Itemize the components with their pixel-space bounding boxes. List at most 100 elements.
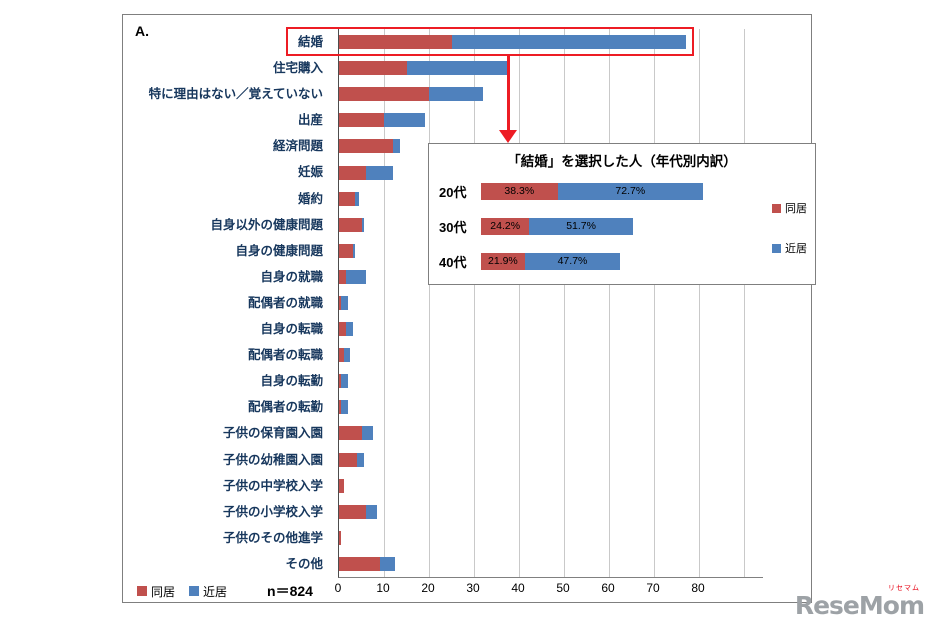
inset-bar-segment-同居: 21.9% [481,253,525,270]
bar-segment-同居 [339,139,393,154]
bar-segment-同居 [339,478,344,493]
gridline [519,29,520,577]
gridline [564,29,565,577]
inset-bar-segment-近居: 72.7% [557,183,703,200]
category-label: 配偶者の転勤 [247,400,323,415]
bar-segment-同居 [339,87,429,102]
inset-bar-segment-近居: 51.7% [529,218,633,235]
bar-segment-同居 [339,452,357,467]
bar-segment-近居 [352,243,355,258]
x-tick-label: 10 [376,581,390,595]
stacked-bar [339,556,396,571]
x-axis: 0 10 20 30 40 50 60 70 80 [335,579,778,595]
bar-segment-近居 [393,139,400,154]
stacked-bar [339,113,425,128]
bar-segment-同居 [339,530,342,545]
category-label: 自身の就職 [260,269,323,284]
plot-area [338,29,763,578]
inset-bar-segment-近居: 47.7% [524,253,621,270]
inset-row: 30代 24.2% 51.7% [439,209,749,244]
stacked-bar [339,478,344,493]
bar-segment-近居 [361,217,364,232]
stacked-bar [339,87,483,102]
bar-segment-近居 [379,556,396,571]
inset-legend: 同居 近居 [772,200,807,256]
x-tick-label: 40 [511,581,525,595]
inset-row: 20代 38.3% 72.7% [439,174,749,209]
stacked-bar [339,296,348,310]
category-label: 特に理由はない／覚えていない [148,87,323,102]
inset-category-label: 30代 [439,220,467,235]
legend-item-kinkyo: 近居 [189,583,227,600]
category-label: その他 [285,556,323,571]
arrow-down-icon [499,130,517,143]
stacked-bar [339,139,400,154]
bar-segment-近居 [357,452,364,467]
resemom-logo-text: ReseMom [794,591,925,620]
arrow-line [507,54,510,131]
bar-segment-近居 [341,400,348,415]
bar-segment-近居 [366,504,378,519]
category-label: 子供の保育園入園 [222,426,323,441]
inset-bar-segment-同居: 24.2% [481,218,530,235]
inset-legend-label-kinkyo: 近居 [785,243,807,255]
bar-segment-同居 [339,504,366,519]
category-label: 子供の小学校入学 [222,504,323,519]
category-label: 妊娠 [297,165,323,180]
stacked-bar [339,530,342,545]
bar-segment-近居 [366,165,393,180]
bar-segment-近居 [345,322,353,337]
bar-segment-近居 [361,426,373,441]
bar-segment-近居 [451,35,686,50]
legend-item-doukyo: 同居 [137,583,175,600]
category-label: 子供の幼稚園入園 [222,452,323,467]
category-label: 配偶者の就職 [247,295,323,310]
inset-legend-swatch-kinkyo-icon [772,243,781,253]
bar-segment-同居 [339,243,353,258]
bar-segment-近居 [341,296,348,310]
bar-segment-同居 [339,426,362,441]
stacked-bar [339,374,348,389]
bar-segment-同居 [339,322,346,337]
resemom-logo: リセマム ReseMom [794,585,925,620]
x-tick-label: 70 [646,581,660,595]
bar-segment-近居 [384,113,425,128]
bar-segment-同居 [339,269,346,284]
gridline [699,29,700,577]
legend-label-kinkyo: 近居 [203,584,228,599]
category-label: 住宅購入 [272,61,323,76]
bar-segment-同居 [339,374,342,389]
stacked-bar [339,217,364,232]
category-label: 自身以外の健康問題 [210,217,323,232]
x-tick-label: 50 [556,581,570,595]
stacked-bar [339,191,360,206]
bar-segment-近居 [406,61,510,76]
gridline [609,29,610,577]
stacked-bar [339,452,364,467]
category-label: 婚約 [297,191,323,206]
gridline [654,29,655,577]
category-label: 出産 [297,113,323,128]
bar-segment-近居 [429,87,483,102]
category-label: 結婚 [297,35,323,49]
category-label: 経済問題 [272,139,323,154]
bar-segment-同居 [339,400,342,415]
bar-segment-近居 [341,374,348,389]
x-tick-label: 30 [466,581,480,595]
x-tick-label: 60 [601,581,615,595]
stacked-bar [339,504,378,519]
gridline [384,29,385,577]
category-label: 自身の転職 [260,322,323,337]
bar-segment-同居 [339,35,452,50]
inset-chart-container: 「結婚」を選択した人（年代別内訳） 20代 38.3% 72.7% 30代 24.2% 5… [428,143,816,285]
stacked-bar [339,322,353,337]
main-chart-container: А. 結婚 住宅購入 特に理由はない／覚えていない 出産 経済問題 妊娠 婚約 自身以外の健康… [122,14,812,603]
inset-chart-title: 「結婚」を選択した人（年代別内訳） [507,154,737,169]
main-legend: 同居 近居 n＝824 [137,581,313,601]
stacked-bar [339,35,686,50]
inset-category-label: 40代 [439,255,467,270]
bar-segment-同居 [339,113,384,128]
bar-segment-近居 [354,191,360,206]
x-tick-label: 80 [691,581,705,595]
